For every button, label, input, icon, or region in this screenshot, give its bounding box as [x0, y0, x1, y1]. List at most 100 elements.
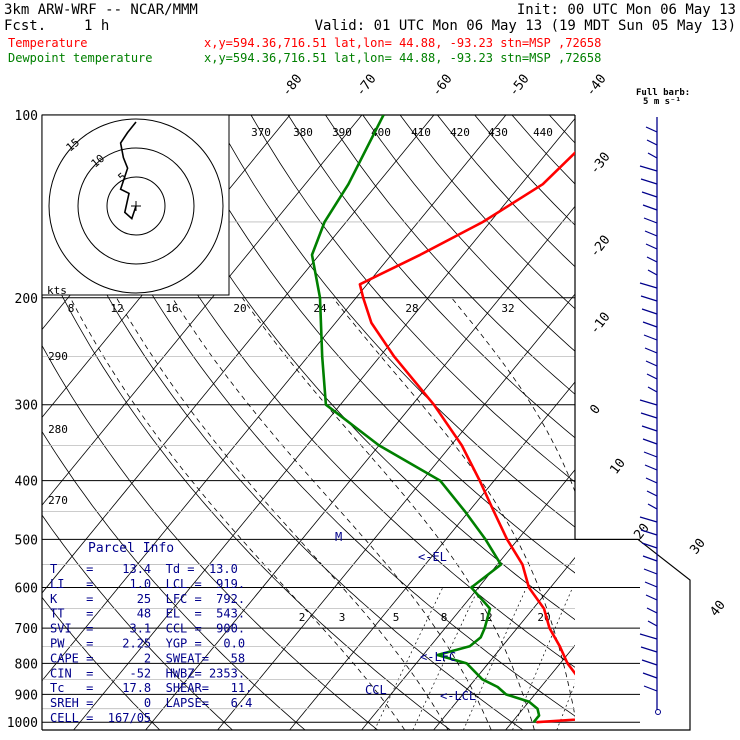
wind-barb — [640, 295, 658, 302]
wind-barb — [642, 204, 658, 211]
pressure-label: 500 — [15, 533, 38, 548]
barb-legend-value: 5 m s⁻¹ — [643, 97, 681, 107]
sounding-traces — [310, 115, 575, 724]
wind-barb — [639, 165, 658, 172]
hodograph-ring — [106, 176, 166, 236]
isotherm-label: 40 — [707, 598, 728, 620]
dewpoint-location: x,y=594.36,716.51 lat,lon= 44.88, -93.23… — [204, 51, 601, 65]
isotherm-label: -40 — [583, 72, 609, 100]
wind-barb — [646, 490, 658, 497]
wind-barb — [642, 321, 658, 328]
parcel-info-line: LI = 1.0 LCL = 919. — [50, 577, 245, 591]
wind-barb — [647, 503, 658, 510]
parcel-info-line: CIN = -52 HWBZ= 2353. — [50, 666, 245, 680]
dry-adiabat-line — [362, 115, 575, 352]
dry-adiabat-line — [42, 596, 161, 730]
wind-barb — [644, 347, 658, 354]
isotherm-line — [722, 115, 740, 730]
wind-calm-marker — [655, 709, 661, 715]
valid-time: Valid: 01 UTC Mon 06 May 13 (19 MDT Sun … — [315, 18, 736, 34]
pressure-label: 100 — [15, 109, 38, 124]
isotherm-line — [42, 115, 435, 594]
wind-barb — [643, 217, 658, 224]
wind-barb — [643, 685, 658, 692]
pressure-label: 200 — [15, 292, 38, 307]
parcel-info-line: PW = 2.25 YGP = 0.0 — [50, 637, 245, 651]
isotherm-label: 0 — [587, 402, 604, 417]
isotherm-label: -80 — [279, 72, 305, 100]
pressure-label: 300 — [15, 399, 38, 414]
dry-adiabat-line — [42, 344, 378, 730]
pressure-label: 900 — [15, 688, 38, 703]
dry-adiabat-line — [699, 115, 740, 730]
dry-adiabat-line — [176, 115, 575, 574]
wind-barb — [646, 139, 658, 146]
upper-temp-label: 28 — [405, 302, 418, 315]
isotherm-line — [217, 293, 575, 730]
wind-barb — [640, 529, 658, 536]
pressure-label: 600 — [15, 581, 38, 596]
lfc-marker: <-LFC — [420, 650, 456, 664]
parcel-info-line: SREH = 0 LAPSE= 6.4 — [50, 696, 252, 710]
wind-barb — [640, 646, 658, 653]
wind-barb — [646, 607, 658, 614]
hodograph-units: kts — [47, 284, 67, 297]
dry-adiabat-line — [42, 430, 306, 730]
init-time: Init: 00 UTC Mon 06 May 13 — [517, 2, 736, 18]
isotherm-label: -50 — [506, 72, 532, 100]
mixing-ratio-line — [463, 587, 527, 730]
mixing-ratio-label: 3 — [339, 611, 346, 624]
upper-temp-label: 32 — [501, 302, 514, 315]
isotherm-line — [42, 115, 507, 682]
mid-marker: M — [335, 530, 342, 544]
wind-barb — [639, 399, 658, 406]
upper-temp-label: 16 — [165, 302, 178, 315]
theta-label: 440 — [533, 126, 553, 139]
temperature-legend-label: Temperature — [8, 36, 87, 50]
parcel-info-line: TT = 48 EL = 543. — [50, 607, 245, 621]
wind-barb — [647, 620, 658, 627]
forecast-hour: 1 h — [84, 18, 109, 34]
parcel-annotations: <-EL <-LFC <-LCL CCL M — [335, 530, 476, 703]
parcel-info-line: SVI = 3.1 CCL = 900. — [50, 622, 245, 636]
dry-adiabat-line — [42, 254, 451, 730]
hodograph-ring — [48, 118, 224, 294]
wind-barb — [639, 633, 658, 640]
mixing-ratio-label: 2 — [299, 611, 306, 624]
dry-adiabat-line — [325, 115, 575, 395]
theta-label: 420 — [450, 126, 470, 139]
isotherm-line — [73, 117, 575, 730]
moist-adiabat-line — [332, 297, 575, 718]
wind-barb — [641, 425, 658, 432]
parcel-info-line: CAPE = 2 SWEAT= 58 — [50, 651, 245, 665]
wind-barbs — [639, 117, 661, 715]
isotherm-label: -60 — [429, 72, 455, 100]
wind-barb — [639, 282, 658, 289]
dry-adiabat-line — [64, 115, 575, 717]
dry-adiabat-line — [42, 514, 233, 730]
wind-barb — [647, 269, 658, 276]
isotherm-label: -20 — [587, 233, 613, 261]
dry-adiabat-line — [474, 115, 575, 226]
wind-barb — [643, 334, 658, 341]
wind-barb — [647, 386, 658, 393]
moist-adiabat-line — [591, 298, 664, 730]
frame-outline — [42, 538, 691, 731]
wind-barb — [640, 412, 658, 419]
wind-barb — [645, 360, 658, 367]
wind-barb — [641, 308, 658, 315]
wind-barb — [641, 542, 658, 549]
wind-barb — [646, 256, 658, 263]
wind-barb — [644, 464, 658, 471]
mixing-ratio-label: 8 — [441, 611, 448, 624]
pressure-axis: 100 200 300 400 500 600 700 800 900 1000 — [7, 109, 38, 731]
upper-temp-label: 20 — [233, 302, 246, 315]
pressure-label: 400 — [15, 475, 38, 490]
mixing-ratio-line — [512, 587, 573, 730]
wind-barb — [646, 373, 658, 380]
mixing-ratio-line — [412, 587, 480, 730]
dry-adiabat-line — [549, 115, 575, 144]
wind-barb — [645, 126, 658, 133]
wind-barb — [641, 191, 658, 198]
